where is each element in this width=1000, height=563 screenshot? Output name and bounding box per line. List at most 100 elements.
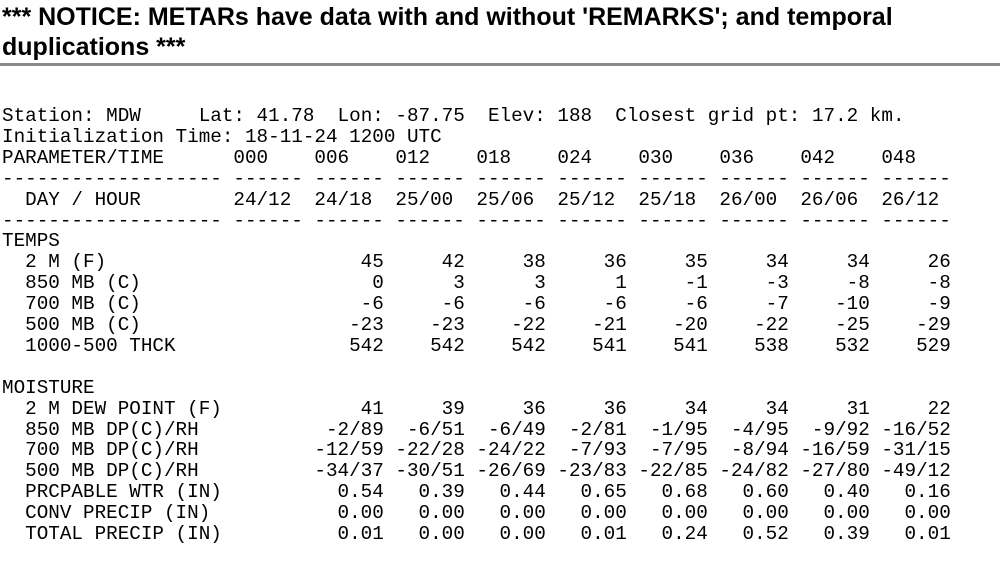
cell-value: -21 [592,314,627,336]
cell-value: 542 [511,334,546,357]
cell-value: -23 [349,314,384,336]
cell-value: -31/15 [881,439,951,462]
cell-value: -16/52 [881,418,951,441]
cell-value: 34 [684,397,708,420]
separator: ------ [476,209,546,232]
cell-value: 0.00 [337,502,384,525]
cell-value: -20 [673,314,708,336]
row-label: CONV PRECIP (IN) [25,502,211,525]
cell-value: -22/85 [638,460,708,483]
row-label: 700 MB (C) [25,293,141,316]
separator: ------ [800,209,870,232]
day-hour: 25/18 [638,188,697,211]
cell-value: 0.01 [337,523,384,545]
cell-value: 26 [927,251,951,274]
cell-value: 541 [673,334,708,357]
cell-value: -6 [603,293,627,316]
cell-value: 31 [846,397,870,420]
cell-value: 0 [372,272,384,295]
cell-value: 35 [684,251,708,274]
cell-value: -1/95 [649,418,708,441]
separator: ------ [476,167,546,190]
cell-value: -7 [765,293,789,316]
cell-value: -7/95 [649,439,708,462]
separator: ------------------- [2,167,222,190]
separator: ------ [233,209,303,232]
cell-value: -30/51 [395,460,465,483]
cell-value: -6 [522,293,546,316]
cell-value: 0.00 [418,502,465,525]
cell-value: -34/37 [314,460,384,483]
cell-value: 34 [846,251,870,274]
separator: ------ [557,167,627,190]
section-title: TEMPS [2,230,60,253]
cell-value: 541 [592,334,627,357]
cell-value: 39 [441,397,465,420]
cell-value: -6/51 [406,418,465,441]
separator: ------------------- [2,209,222,232]
cell-value: 22 [927,397,951,420]
day-hour: 25/06 [476,188,535,211]
cell-value: -9/92 [811,418,870,441]
cell-value: -24/82 [719,460,789,483]
cell-value: 36 [603,251,627,274]
init-time: Initialization Time: 18-11-24 1200 UTC [2,125,442,148]
cell-value: -8 [927,272,951,295]
row-label: 850 MB DP(C)/RH [25,418,199,441]
row-label: PRCPABLE WTR (IN) [25,481,222,504]
cell-value: -6 [441,293,465,316]
day-hour: 26/00 [719,188,778,211]
day-hour: 24/18 [314,188,373,211]
separator: ------ [314,167,384,190]
cell-value: 0.00 [580,502,627,525]
cell-value: -2/81 [568,418,627,441]
cell-value: 0.60 [742,481,789,504]
cell-value: -26/69 [476,460,546,483]
cell-value: 0.00 [499,523,546,545]
cell-value: -25 [835,314,870,336]
separator: ------ [314,209,384,232]
cell-value: -6 [360,293,384,316]
cell-value: -24/22 [476,439,546,462]
separator: ------ [719,167,789,190]
time-header: 036 [719,146,755,169]
time-header: 030 [638,146,674,169]
horizontal-rule [0,63,1000,66]
cell-value: 0.40 [823,481,870,504]
day-hour: 25/12 [557,188,616,211]
cell-value: 0.44 [499,481,546,504]
time-header: 018 [476,146,512,169]
time-header: 048 [881,146,917,169]
cell-value: -8 [846,272,870,295]
cell-value: 41 [360,397,384,420]
cell-value: 0.39 [418,481,465,504]
cell-value: 0.24 [661,523,708,545]
row-label: 2 M (F) [25,251,107,274]
cell-value: -12/59 [314,439,384,462]
cell-value: -23/83 [557,460,627,483]
day-hour: 26/12 [881,188,940,211]
cell-value: 0.01 [580,523,627,545]
cell-value: -27/80 [800,460,870,483]
cell-value: 0.16 [904,481,951,504]
day-label: DAY / HOUR [25,188,141,211]
cell-value: 0.52 [742,523,789,545]
row-label: 850 MB (C) [25,272,141,295]
cell-value: -8/94 [730,439,789,462]
cell-value: 36 [603,397,627,420]
cell-value: -4/95 [730,418,789,441]
time-header: 012 [395,146,431,169]
cell-value: 3 [453,272,465,295]
cell-value: 42 [441,251,465,274]
cell-value: 542 [430,334,465,357]
cell-value: -3 [765,272,789,295]
cell-value: 538 [754,334,789,357]
cell-value: 3 [534,272,546,295]
row-label: 1000-500 THCK [25,334,176,357]
section-title: MOISTURE [2,376,95,399]
row-label: 2 M DEW POINT (F) [25,397,222,420]
cell-value: 542 [349,334,384,357]
cell-value: -7/93 [568,439,627,462]
cell-value: 0.00 [418,523,465,545]
